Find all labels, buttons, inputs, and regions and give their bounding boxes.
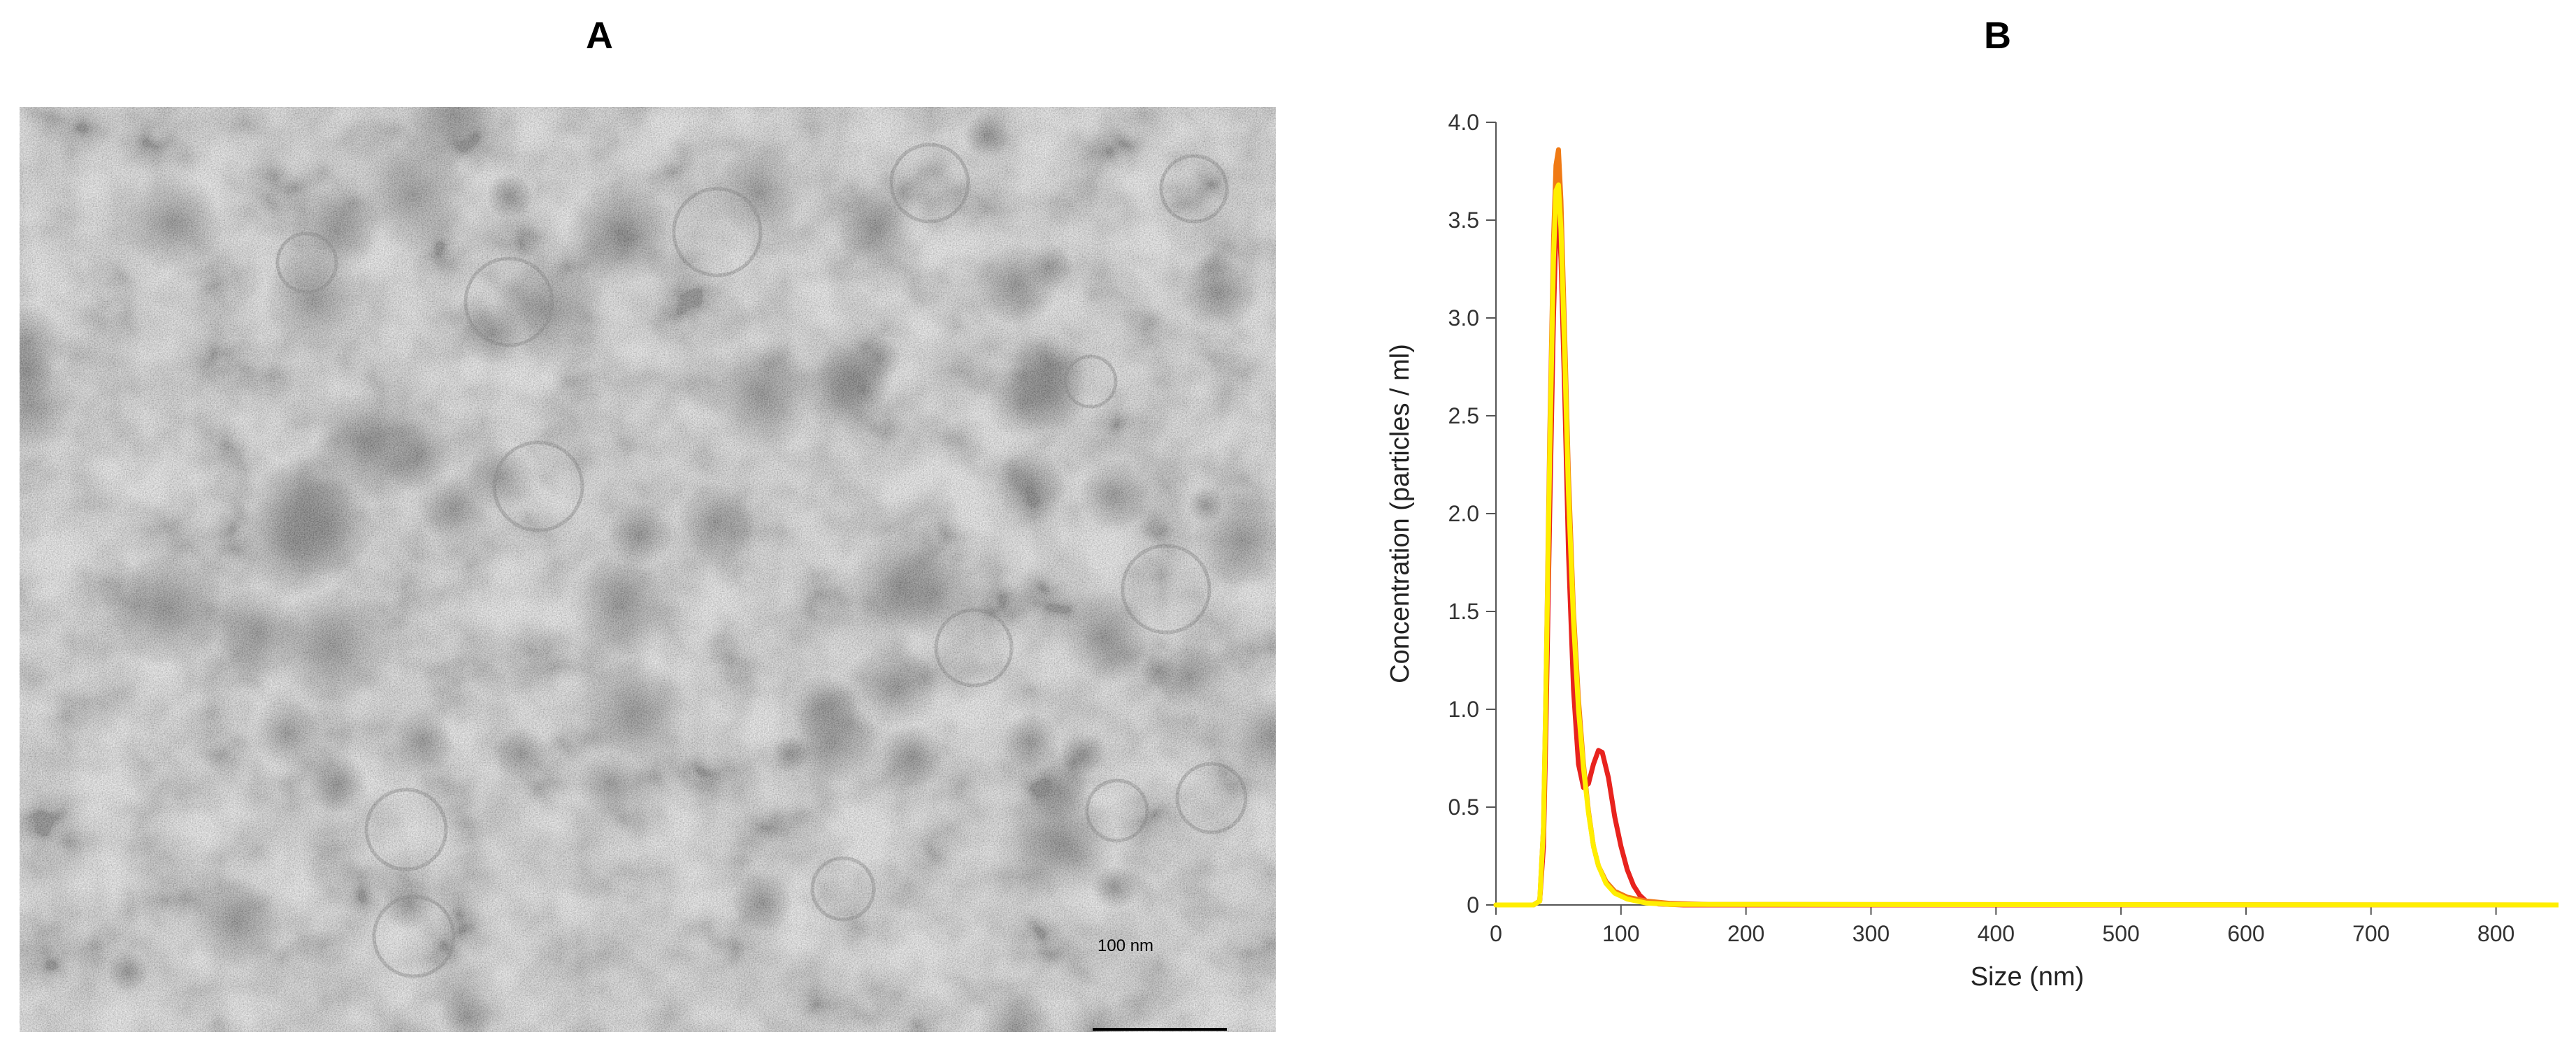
x-tick-label: 0 [1490,921,1502,946]
series-line-1 [1493,208,2559,908]
chart-series [1493,147,2559,908]
x-tick-label: 700 [2352,921,2389,946]
x-axis-label: Size (nm) [1971,962,2085,992]
size-distribution-chart: 0 0.5 1.0 1.5 2.0 2.5 3.0 3.5 4.0 0 100 200 300 400 50… [1386,110,2559,992]
x-tick-label: 100 [1602,921,1639,946]
y-tick-label: 4.0 [1448,110,1479,135]
y-tick-label: 3.5 [1448,208,1479,233]
x-tick-label: 400 [1978,921,2015,946]
series-line-2 [1493,147,2559,908]
series-line-3 [1493,182,2559,908]
x-tick-label: 600 [2227,921,2264,946]
y-axis-label: Concentration (particles / ml) [1386,344,1415,683]
x-tick-label: 300 [1852,921,1890,946]
y-tick-label: 0 [1467,892,1479,918]
x-tick-label: 200 [1727,921,1764,946]
y-tick-label: 0.5 [1448,795,1479,820]
x-tick-label: 500 [2102,921,2139,946]
y-tick-label: 1.5 [1448,599,1479,624]
tem-micrograph [20,107,1276,1032]
panel-label-b: B [1984,15,2011,57]
scale-bar-label: 100 nm [1098,936,1154,955]
panel-label-a: A [586,15,613,57]
y-tick-label: 2.0 [1448,501,1479,526]
x-tick-label: 800 [2477,921,2514,946]
y-tick-label: 1.0 [1448,697,1479,722]
micrograph-image [20,107,1276,1032]
y-tick-label: 2.5 [1448,403,1479,428]
y-tick-label: 3.0 [1448,305,1479,331]
